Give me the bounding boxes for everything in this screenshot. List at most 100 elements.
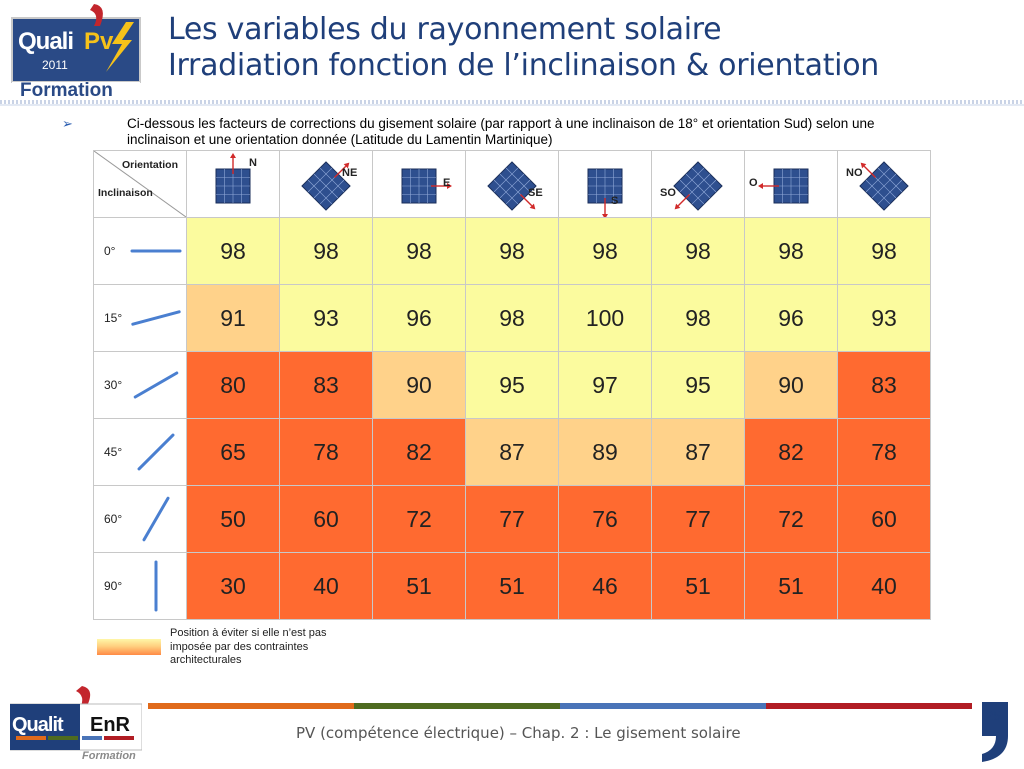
value-cell: 100 [558,284,652,352]
solar-panel-icon [587,168,623,217]
tilt-line-icon [137,433,175,471]
value-cell: 89 [558,418,652,486]
value-cell: 78 [279,418,373,486]
value-cell: 51 [744,552,838,620]
inclinaison-label: 45° [104,445,123,459]
footer-logo-word1: Qualit [12,714,64,736]
value-cell: 60 [837,485,931,553]
slide-title: Les variables du rayonnement solaire Irr… [168,12,1008,84]
value-cell: 50 [186,485,280,553]
value-cell: 40 [279,552,373,620]
quote-mark-icon [982,702,1008,762]
value-cell: 98 [558,217,652,285]
value-cell: 30 [186,552,280,620]
solar-panel-icon [859,161,909,211]
inclinaison-header: 0° [93,217,187,285]
solar-panel-icon [215,153,251,204]
tilt-line-icon [154,560,158,612]
orientation-header-o: O [744,150,838,218]
value-cell: 82 [372,418,466,486]
value-cell: 98 [465,217,559,285]
value-cell: 96 [744,284,838,352]
value-cell: 60 [279,485,373,553]
table-row: 0° 98 98 98 98 98 98 98 98 [93,217,931,285]
title-line-1: Les variables du rayonnement solaire [168,12,722,47]
value-cell: 83 [279,351,373,419]
qualit-enr-logo: Qualit EnR Formation [9,686,143,764]
value-cell: 91 [186,284,280,352]
table-row: 30° 80 83 90 95 97 95 90 83 [93,351,931,419]
value-cell: 65 [186,418,280,486]
orientation-label: SO [660,187,676,199]
value-cell: 51 [651,552,745,620]
footer-color-bars [148,703,972,709]
correction-factor-table: Orientation Inclinaison N NE E SE S SO O NO 0° 9… [93,150,931,620]
value-cell: 96 [372,284,466,352]
orientation-header-e: E [372,150,466,218]
footer-text: PV (compétence électrique) – Chap. 2 : L… [296,724,741,742]
orientation-label: N [249,157,257,169]
inclinaison-label: 90° [104,579,123,593]
logo-top-word: Quali [18,28,74,55]
orientation-label: NO [846,167,863,179]
orientation-label: O [749,177,758,189]
direction-arrow-icon [674,203,681,210]
corner-label-inclinaison: Inclinaison [98,187,153,199]
orientation-header-no: NO [837,150,931,218]
quali-pv-logo: Quali Pv 2011 Formation [8,4,148,102]
orientation-header-ne: NE [279,150,373,218]
value-cell: 97 [558,351,652,419]
footer-logo-subtitle: Formation [82,750,136,762]
value-cell: 87 [651,418,745,486]
direction-arrow-icon [602,214,608,217]
footer-bar-red [766,703,972,709]
title-line-2: Irradiation fonction de l’inclinaison & … [168,48,879,83]
value-cell: 78 [837,418,931,486]
value-cell: 77 [651,485,745,553]
table-row: 45° 65 78 82 87 89 87 82 78 [93,418,931,486]
table-row: 60° 50 60 72 77 76 77 72 60 [93,485,931,553]
value-cell: 98 [465,284,559,352]
value-cell: 93 [279,284,373,352]
logo-brand-word: Pv [84,28,114,55]
tilt-line-icon [131,310,181,326]
direction-arrow-icon [447,183,452,189]
value-cell: 95 [651,351,745,419]
value-cell: 87 [465,418,559,486]
value-cell: 51 [372,552,466,620]
orientation-label: SE [528,187,543,199]
footer-bar-blue [560,703,766,709]
logo-subtitle: Formation [20,80,113,101]
value-cell: 80 [186,351,280,419]
orientation-header-so: SO [651,150,745,218]
direction-arrow-icon [230,153,236,158]
header-divider [0,100,1024,104]
solar-panel-icon [401,168,452,204]
value-cell: 95 [465,351,559,419]
value-cell: 98 [651,217,745,285]
table-row: 90° 30 40 51 51 46 51 51 40 [93,552,931,620]
value-cell: 77 [465,485,559,553]
footer-bar-green [354,703,560,709]
inclinaison-header: 90° [93,552,187,620]
value-cell: 98 [372,217,466,285]
solar-panel-icon [673,161,723,211]
orientation-label: S [611,195,619,207]
value-cell: 93 [837,284,931,352]
inclinaison-label: 0° [104,244,116,258]
value-cell: 40 [837,552,931,620]
legend-swatch [97,639,161,655]
value-cell: 98 [744,217,838,285]
orientation-header-n: N [186,150,280,218]
direction-arrow-icon [343,162,350,169]
direction-arrow-icon [758,183,763,189]
value-cell: 76 [558,485,652,553]
table-header-row: Orientation Inclinaison N NE E SE S SO O NO [93,150,931,218]
value-cell: 98 [279,217,373,285]
value-cell: 72 [372,485,466,553]
value-cell: 98 [837,217,931,285]
table-corner-cell: Orientation Inclinaison [93,150,187,218]
legend-text: Position à éviter si elle n’est pas impo… [170,627,327,666]
inclinaison-header: 30° [93,351,187,419]
table-row: 15° 91 93 96 98 100 98 96 93 [93,284,931,352]
